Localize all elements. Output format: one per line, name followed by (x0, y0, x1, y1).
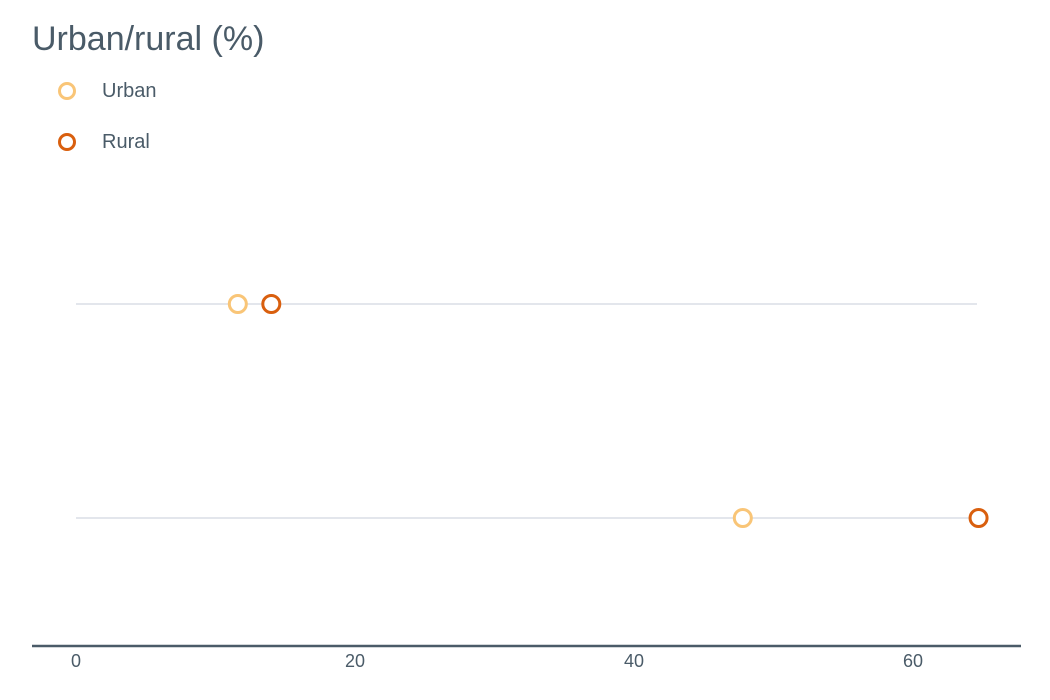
legend-item-rural[interactable]: Rural (58, 129, 156, 180)
legend-marker-rural-icon (58, 133, 76, 151)
point-urban-row-2[interactable] (732, 508, 753, 528)
point-rural-row-1[interactable] (261, 294, 282, 314)
point-urban-row-1[interactable] (227, 294, 248, 314)
point-rural-row-2[interactable] (968, 508, 989, 528)
x-tick-label: 60 (903, 651, 923, 671)
legend-label-rural: Rural (102, 131, 150, 153)
chart-title: Urban/rural (%) (32, 20, 265, 58)
data-points (227, 294, 989, 528)
x-tick-label: 0 (71, 651, 81, 671)
legend-marker-urban-icon (58, 82, 76, 100)
row-lines (76, 303, 977, 519)
x-axis: 0 20 40 60 (32, 644, 1021, 671)
legend-label-urban: Urban (102, 80, 157, 102)
x-tick-label: 20 (345, 651, 365, 671)
legend: Urban Rural (58, 78, 156, 180)
x-tick-label: 40 (624, 651, 644, 671)
legend-item-urban[interactable]: Urban (58, 78, 156, 129)
